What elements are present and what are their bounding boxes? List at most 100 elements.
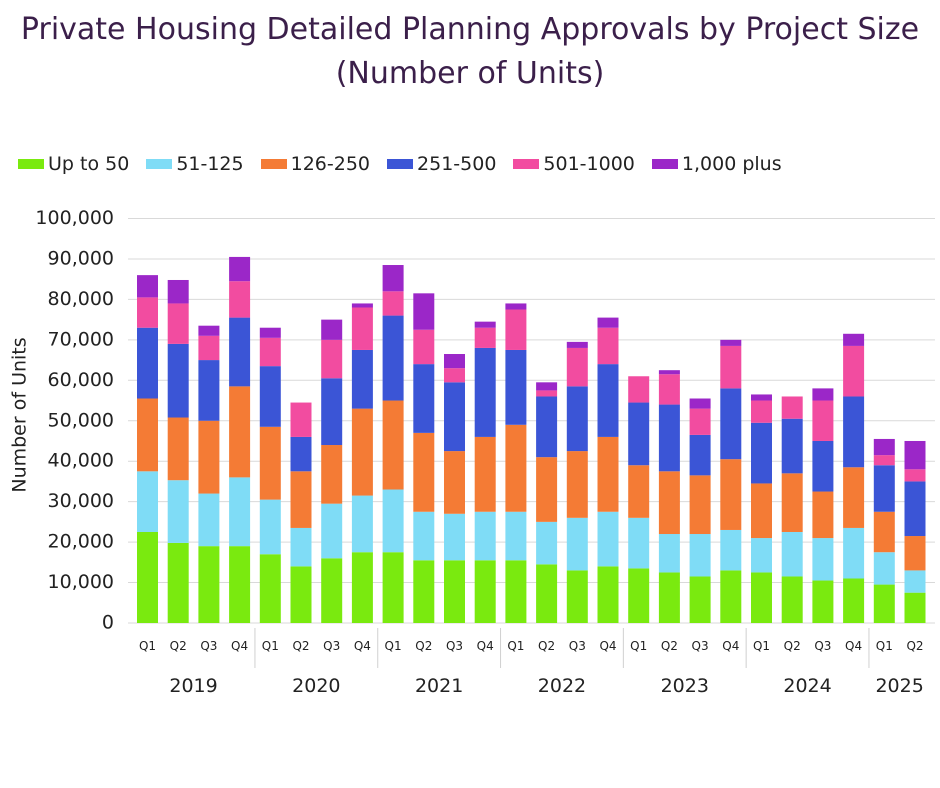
y-tick-label: 10,000 (48, 571, 114, 593)
y-tick-label: 0 (102, 612, 114, 634)
bar-segment (198, 420, 220, 494)
bar-segment (566, 517, 588, 571)
bar-segment (259, 499, 281, 555)
bar-segment (505, 511, 527, 561)
bar-segment (843, 345, 865, 397)
bar-segment (351, 349, 373, 409)
x-tick-label: Q4 (354, 639, 371, 653)
bar-segment (812, 388, 834, 401)
legend-item: 51-125 (146, 153, 244, 175)
bar-segment (382, 552, 404, 623)
x-tick-label: Q3 (323, 639, 340, 653)
bar-segment (566, 451, 588, 518)
bar-segment (351, 495, 373, 553)
legend-label: 501-1000 (543, 153, 635, 175)
legend: Up to 50 51-125 126-250 251-500 501-1000 1,00… (18, 152, 799, 176)
bar-segment (628, 568, 650, 623)
legend-label: 251-500 (417, 153, 497, 175)
bar-segment (229, 317, 251, 387)
bar-segment (843, 467, 865, 528)
legend-item: 501-1000 (513, 153, 635, 175)
bar-segment (873, 438, 895, 456)
y-tick-label: 30,000 (48, 490, 114, 512)
bar-segment (198, 360, 220, 421)
bar-segment (536, 396, 558, 458)
bar-segment (382, 265, 404, 292)
bar-segment (290, 471, 312, 528)
bar-segment (413, 560, 435, 623)
x-axis: Q1 Q2 Q3 Q4 Q1 Q2 Q3 Q4 Q1 Q2 Q3 Q4 Q1 Q2 Q3 Q4 Q1 Q2 Q3 Q4… (139, 628, 924, 697)
bar-segment (259, 337, 281, 367)
bar-segment (781, 418, 803, 474)
bar-segment (873, 552, 895, 585)
bar-segment (720, 345, 742, 389)
bar-segment (290, 527, 312, 567)
y-tick-label: 20,000 (48, 531, 114, 553)
bar-segment (351, 307, 373, 350)
bar-segment (444, 513, 465, 561)
y-axis: 0 10,000 20,000 30,000 40,000 50,000 60,000 70,… (35, 207, 114, 634)
bar-segment (812, 491, 834, 539)
bar-segment (413, 293, 435, 330)
x-tick-label: Q4 (231, 639, 248, 653)
bar-segment (474, 560, 496, 623)
bar-segment (658, 370, 680, 375)
bar-segment (198, 335, 220, 361)
bar-segment (720, 339, 742, 346)
x-tick-label: Q2 (538, 639, 555, 653)
bar-segment (658, 534, 680, 573)
bar-segment (474, 321, 496, 328)
bar-segment (351, 303, 373, 308)
bar-segment (658, 404, 680, 472)
bar-segment (597, 317, 619, 328)
bar-segment (382, 315, 404, 401)
bar-segment (812, 580, 834, 623)
bar-segment (137, 275, 158, 298)
bar-segment (689, 398, 711, 409)
bar-segment (812, 440, 834, 492)
bar-segment (689, 408, 711, 435)
bar-segment (904, 481, 926, 537)
x-tick-label: Q3 (692, 639, 709, 653)
bar-segment (259, 426, 281, 500)
bar-segment (229, 546, 251, 623)
bar-segment (720, 388, 742, 460)
y-axis-label: Number of Units (9, 337, 31, 492)
bar-segment (689, 434, 711, 476)
bar-segment (444, 368, 465, 383)
legend-item: 126-250 (260, 153, 370, 175)
legend-label: Up to 50 (48, 153, 130, 175)
bar-segment (137, 327, 158, 399)
y-tick-label: 70,000 (48, 328, 114, 350)
bar-segment (198, 493, 220, 547)
bar-segment (474, 436, 496, 512)
bar-segment (505, 303, 527, 310)
bar-segment (167, 279, 189, 304)
bar-segment (751, 400, 772, 423)
bar-segment (290, 436, 312, 472)
bar-segment (597, 327, 619, 365)
x-tick-label: Q1 (630, 639, 647, 653)
bar-segment (474, 347, 496, 437)
bar-segment (628, 465, 650, 518)
year-label: 2024 (783, 675, 831, 697)
bar-segment (167, 417, 189, 481)
legend-item: Up to 50 (18, 153, 129, 175)
x-tick-label: Q3 (446, 639, 463, 653)
legend-swatch (513, 159, 540, 169)
bar-segment (505, 424, 527, 512)
x-tick-label: Q2 (661, 639, 678, 653)
bar-segment (843, 333, 865, 346)
x-tick-label: Q1 (262, 639, 279, 653)
bar-segment (474, 511, 496, 561)
bar-segment (751, 422, 772, 484)
bar-segment (536, 382, 558, 391)
bars (137, 256, 926, 623)
bar-segment (658, 471, 680, 535)
x-tick-label: Q1 (753, 639, 770, 653)
y-tick-label: 50,000 (48, 409, 114, 431)
bar-segment (290, 402, 312, 437)
bar-segment (321, 503, 343, 559)
bar-segment (474, 327, 496, 348)
x-tick-label: Q4 (599, 639, 616, 653)
